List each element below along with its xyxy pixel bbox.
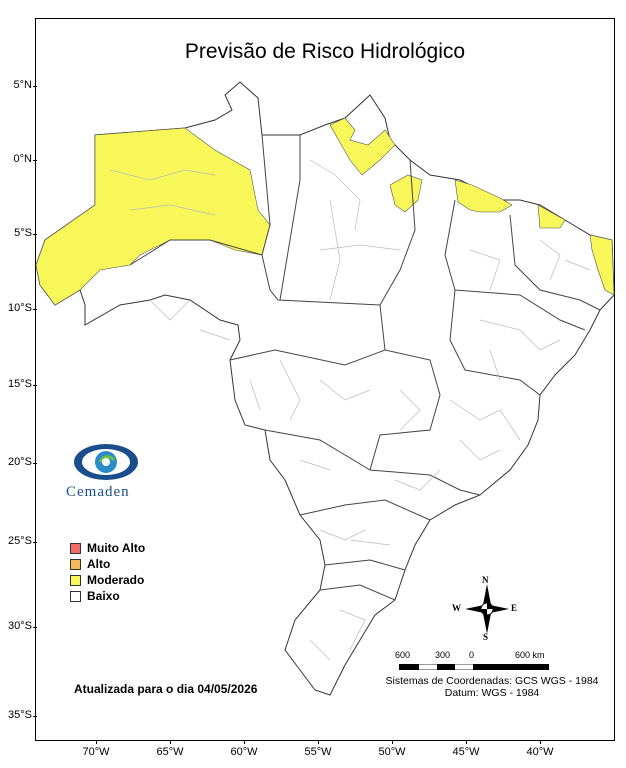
compass-e: E — [511, 603, 518, 613]
legend-label: Moderado — [87, 573, 145, 587]
lon-tick — [466, 740, 467, 744]
scale-bar-graphic — [399, 664, 549, 670]
scale-label-600: 600 — [395, 650, 411, 660]
compass-rose-icon — [465, 584, 509, 634]
lat-label-30s: 30°S — [8, 620, 32, 632]
lon-label-70w: 70°W — [82, 746, 110, 758]
lon-tick — [318, 740, 319, 744]
lat-tick — [33, 463, 37, 464]
lat-label-0n: 0°N — [13, 153, 32, 165]
moderado-area-ceara — [537, 204, 566, 229]
legend: Muito Alto Alto Moderado Baixo — [70, 540, 145, 604]
moderado-area-para-coast — [389, 174, 423, 213]
lon-label-65w: 65°W — [156, 746, 184, 758]
legend-label: Muito Alto — [87, 541, 146, 555]
legend-item-muito-alto: Muito Alto — [70, 540, 145, 556]
legend-item-moderado: Moderado — [70, 572, 145, 588]
lat-tick — [33, 234, 37, 235]
legend-item-alto: Alto — [70, 556, 145, 572]
lat-tick — [33, 160, 37, 161]
scale-bar: 600 300 0 600 km — [395, 650, 555, 670]
lat-label-10s: 10°S — [8, 302, 32, 314]
lat-tick — [33, 627, 37, 628]
compass-w: W — [452, 603, 461, 613]
legend-swatch — [70, 542, 81, 554]
lon-tick — [540, 740, 541, 744]
lon-tick — [170, 740, 171, 744]
lat-tick — [33, 716, 37, 717]
legend-label: Baixo — [87, 589, 120, 603]
scale-label-300: 300 — [435, 650, 451, 660]
moderado-area-east-coast — [589, 234, 615, 296]
scale-label-0: 0 — [469, 650, 475, 660]
legend-swatch — [70, 558, 81, 570]
lat-label-20s: 20°S — [8, 456, 32, 468]
legend-item-baixo: Baixo — [70, 588, 145, 604]
lon-label-45w: 45°W — [452, 746, 480, 758]
lat-tick — [33, 309, 37, 310]
legend-swatch — [70, 590, 81, 602]
moderado-area-maranhao — [454, 179, 513, 213]
cemaden-logo — [74, 444, 138, 480]
updated-date-text: Atualizada para o dia 04/05/2026 — [74, 682, 258, 696]
legend-swatch — [70, 574, 81, 586]
lon-label-55w: 55°W — [304, 746, 332, 758]
lon-label-40w: 40°W — [526, 746, 554, 758]
lat-label-5s: 5°S — [14, 227, 32, 239]
lat-label-15s: 15°S — [8, 378, 32, 390]
lat-tick — [33, 542, 37, 543]
lon-label-50w: 50°W — [378, 746, 406, 758]
lat-tick — [33, 385, 37, 386]
lat-label-5n: 5°N — [13, 79, 32, 91]
moderado-area-amapa — [329, 117, 396, 176]
lon-label-60w: 60°W — [230, 746, 258, 758]
compass-s: S — [483, 632, 489, 642]
lon-tick — [244, 740, 245, 744]
legend-label: Alto — [87, 557, 111, 571]
lat-label-35s: 35°S — [8, 709, 32, 721]
risk-moderado-areas — [35, 117, 615, 306]
sub-borders — [109, 159, 591, 661]
logo-text: Cemaden — [66, 484, 130, 500]
lat-tick — [33, 86, 37, 87]
lat-label-25s: 25°S — [8, 535, 32, 547]
lon-tick — [96, 740, 97, 744]
compass-n: N — [482, 575, 489, 585]
map-title: Previsão de Risco Hidrológico — [184, 40, 466, 63]
coordinate-system-text: Sistemas de Coordenadas: GCS WGS - 1984 — [385, 675, 599, 687]
lon-tick — [392, 740, 393, 744]
datum-text: Datum: WGS - 1984 — [444, 687, 540, 699]
coordinate-info: Sistemas de Coordenadas: GCS WGS - 1984 … — [372, 675, 612, 699]
scale-label-600km: 600 km — [515, 650, 545, 660]
moderado-area-west-amazon — [35, 127, 271, 306]
state-borders — [129, 134, 601, 601]
